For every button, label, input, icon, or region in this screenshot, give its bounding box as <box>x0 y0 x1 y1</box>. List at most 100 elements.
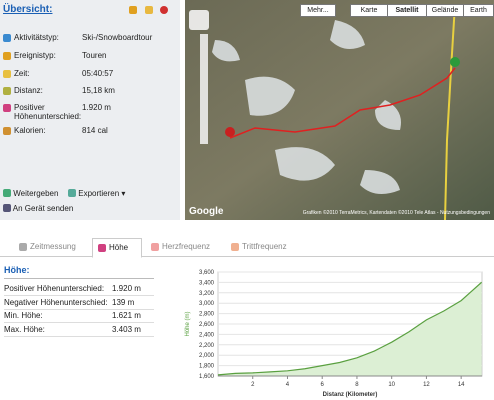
x-axis-label: Distanz (Kilometer) <box>323 392 378 398</box>
export-action[interactable]: Exportieren ▾ <box>68 188 125 198</box>
map-type-button[interactable]: Satellit <box>387 4 427 17</box>
stats-value: 1.920 m <box>112 284 141 293</box>
row-label: Aktivitätstyp: <box>14 33 59 42</box>
tab[interactable]: Höhe <box>92 238 142 258</box>
area-line <box>217 281 483 376</box>
glaciers <box>212 20 401 194</box>
overview-row: Aktivitätstyp: Ski-/Snowboardtour <box>0 33 180 49</box>
stats-row: Max. Höhe: 3.403 m <box>4 323 154 337</box>
stats-row: Negativer Höhenunterschied: 139 m <box>4 296 154 310</box>
tab[interactable]: Trittfrequenz <box>226 238 298 256</box>
tab-label: Trittfrequenz <box>242 242 287 251</box>
edit-icon[interactable] <box>129 6 137 14</box>
row-icon <box>3 34 11 42</box>
row-icon <box>3 52 11 60</box>
share-action[interactable]: Weitergeben <box>3 188 58 198</box>
overview-row: Zeit: 05:40:57 <box>0 69 180 85</box>
google-logo: Google <box>189 206 224 217</box>
map-type-button[interactable]: Earth <box>463 4 494 17</box>
x-tick-label: 6 <box>321 382 325 388</box>
tab-icon <box>98 244 106 252</box>
row-value: 1.920 m <box>82 103 111 112</box>
tab-label: Herzfrequenz <box>162 242 211 251</box>
y-tick-label: 3,600 <box>199 270 215 276</box>
pan-control[interactable] <box>189 10 209 30</box>
stats-label: Negativer Höhenunterschied: <box>4 297 108 307</box>
tab[interactable]: Zeitmessung <box>14 238 86 256</box>
send-action[interactable]: An Gerät senden <box>3 203 73 213</box>
overview-row: Positiver Höhenunterschied: 1.920 m <box>0 103 180 121</box>
y-tick-label: 2,600 <box>199 322 215 328</box>
elevation-chart: 1,600 1,800 2,000 2,200 2,400 2,600 2,800 3,000… <box>185 270 483 398</box>
map-type-button[interactable]: Gelände <box>426 4 464 17</box>
tab-icon <box>231 243 239 251</box>
row-value: 814 cal <box>82 126 108 135</box>
area-fill <box>218 282 482 376</box>
stats-value: 139 m <box>112 297 135 307</box>
x-tick-label: 2 <box>251 382 255 388</box>
overview-row: Distanz: 15,18 km <box>0 86 180 102</box>
start-marker[interactable] <box>450 57 460 67</box>
y-tick-label: 3,200 <box>199 291 215 297</box>
row-label: Distanz: <box>14 86 43 95</box>
stats-label: Positiver Höhenunterschied: <box>4 284 105 293</box>
overview-row: Kalorien: 814 cal <box>0 126 180 142</box>
row-label: Positiver Höhenunterschied: <box>14 103 82 121</box>
overview-row: Ereignistyp: Touren <box>0 51 180 67</box>
y-tick-label: 1,600 <box>199 374 215 380</box>
send-label: An Gerät senden <box>12 204 74 213</box>
row-value: Touren <box>82 51 107 60</box>
lock-icon[interactable] <box>145 6 153 14</box>
x-tick-label: 4 <box>286 382 290 388</box>
row-label: Kalorien: <box>14 126 46 135</box>
tab[interactable]: Herzfrequenz <box>146 238 220 256</box>
share-label: Weitergeben <box>13 189 59 198</box>
stats-title: Höhe: <box>4 265 30 275</box>
tab-icon <box>151 243 159 251</box>
stats-value: 1.621 m <box>112 311 141 320</box>
overview-title: Übersicht: <box>3 4 53 15</box>
map-type-button[interactable]: Mehr... <box>300 4 336 17</box>
y-tick-label: 2,800 <box>199 312 215 318</box>
stats-row: Min. Höhe: 1.621 m <box>4 309 154 323</box>
row-label: Ereignistyp: <box>14 51 56 60</box>
y-tick-label: 2,000 <box>199 353 215 359</box>
row-value: Ski-/Snowboardtour <box>82 33 153 42</box>
tab-icon <box>19 243 27 251</box>
x-tick-label: 14 <box>458 382 465 388</box>
x-tick-label: 8 <box>355 382 359 388</box>
stats-label: Min. Höhe: <box>4 311 43 320</box>
map-attribution: Grafiken ©2010 TerraMetrics, Kartendaten… <box>303 209 491 216</box>
road <box>444 3 456 220</box>
row-icon <box>3 87 11 95</box>
stats-row: Positiver Höhenunterschied: 1.920 m <box>4 282 154 296</box>
stats-divider <box>4 278 154 279</box>
delete-icon[interactable] <box>160 6 168 14</box>
y-tick-label: 3,400 <box>199 280 215 286</box>
zoom-slider[interactable] <box>200 34 208 144</box>
tab-label: Höhe <box>109 243 129 252</box>
x-tick-label: 12 <box>423 382 430 388</box>
row-icon <box>3 127 11 135</box>
export-label: Exportieren <box>78 189 120 198</box>
row-value: 05:40:57 <box>82 69 114 78</box>
row-label: Zeit: <box>14 69 30 78</box>
y-tick-label: 2,400 <box>199 332 215 338</box>
route <box>229 67 456 139</box>
stats-label: Max. Höhe: <box>4 324 45 334</box>
y-tick-label: 1,800 <box>199 364 215 370</box>
map-type-button[interactable]: Karte <box>350 4 388 17</box>
tab-label: Zeitmessung <box>30 242 76 251</box>
y-axis-label: Höhe (m) <box>185 311 191 336</box>
end-marker[interactable] <box>225 127 235 137</box>
row-icon <box>3 70 11 78</box>
y-tick-label: 2,200 <box>199 343 215 349</box>
row-icon <box>3 104 11 112</box>
stats-value: 3.403 m <box>112 324 141 334</box>
tab-divider <box>0 256 494 257</box>
overview-panel: Übersicht: Aktivitätstyp: Ski-/Snowboardt… <box>0 0 180 220</box>
x-tick-label: 10 <box>388 382 395 388</box>
map[interactable]: Google Grafiken ©2010 TerraMetrics, Kart… <box>185 0 494 220</box>
row-value: 15,18 km <box>82 86 115 95</box>
